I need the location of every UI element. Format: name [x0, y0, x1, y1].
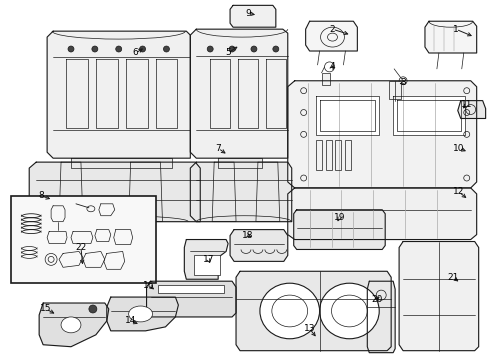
Bar [345, 140, 351, 170]
Bar [325, 140, 331, 170]
Polygon shape [106, 297, 178, 331]
Polygon shape [315, 96, 379, 135]
Ellipse shape [272, 46, 278, 52]
Polygon shape [47, 231, 67, 243]
Polygon shape [236, 271, 390, 351]
Polygon shape [230, 230, 287, 261]
Polygon shape [29, 162, 200, 222]
Bar [11, 196, 155, 283]
Text: 17: 17 [202, 255, 214, 264]
Polygon shape [103, 251, 124, 269]
Polygon shape [230, 5, 275, 27]
Polygon shape [71, 231, 93, 243]
Text: 11: 11 [460, 100, 471, 109]
Text: 16: 16 [142, 281, 154, 290]
Polygon shape [146, 281, 236, 317]
Text: 15: 15 [41, 305, 52, 314]
Ellipse shape [250, 46, 256, 52]
Text: 2: 2 [329, 25, 335, 34]
Ellipse shape [319, 283, 379, 339]
Polygon shape [457, 100, 485, 118]
Polygon shape [190, 29, 287, 158]
Ellipse shape [92, 46, 98, 52]
Bar [335, 140, 341, 170]
Polygon shape [95, 230, 111, 242]
Text: 6: 6 [132, 49, 138, 58]
Polygon shape [99, 204, 115, 216]
Bar [158, 285, 224, 293]
Bar [194, 255, 220, 275]
Ellipse shape [68, 46, 74, 52]
Text: 13: 13 [303, 324, 315, 333]
Text: 19: 19 [333, 213, 345, 222]
Text: 10: 10 [452, 144, 464, 153]
Text: 14: 14 [125, 316, 136, 325]
Bar [315, 140, 321, 170]
Text: 18: 18 [242, 231, 253, 240]
Polygon shape [218, 158, 262, 168]
Text: 22: 22 [75, 243, 86, 252]
Text: 5: 5 [225, 49, 230, 58]
Polygon shape [184, 239, 227, 279]
Text: 1: 1 [452, 25, 458, 34]
Polygon shape [293, 210, 385, 249]
Text: 21: 21 [446, 273, 458, 282]
Polygon shape [190, 162, 291, 222]
Text: 20: 20 [371, 294, 382, 303]
Polygon shape [39, 303, 108, 347]
Polygon shape [71, 158, 172, 168]
Polygon shape [366, 281, 394, 353]
Text: 4: 4 [329, 62, 335, 71]
Text: 12: 12 [452, 188, 464, 197]
Polygon shape [51, 206, 65, 222]
Ellipse shape [139, 46, 145, 52]
Ellipse shape [61, 317, 81, 333]
Polygon shape [59, 251, 83, 267]
Polygon shape [424, 21, 476, 53]
Text: 7: 7 [215, 144, 221, 153]
Polygon shape [287, 188, 476, 239]
Polygon shape [398, 242, 478, 351]
Ellipse shape [89, 305, 97, 313]
Polygon shape [47, 31, 190, 158]
Polygon shape [392, 96, 464, 135]
Text: 3: 3 [399, 78, 405, 87]
Ellipse shape [228, 46, 235, 52]
Polygon shape [114, 230, 132, 244]
Ellipse shape [260, 283, 319, 339]
Polygon shape [287, 81, 476, 188]
Text: 8: 8 [38, 192, 44, 201]
Ellipse shape [207, 46, 213, 52]
Ellipse shape [128, 306, 152, 322]
Ellipse shape [116, 46, 122, 52]
Bar [388, 81, 400, 99]
Text: 9: 9 [244, 9, 250, 18]
Ellipse shape [163, 46, 169, 52]
Bar [321, 73, 329, 85]
Polygon shape [305, 21, 357, 51]
Polygon shape [83, 251, 104, 267]
